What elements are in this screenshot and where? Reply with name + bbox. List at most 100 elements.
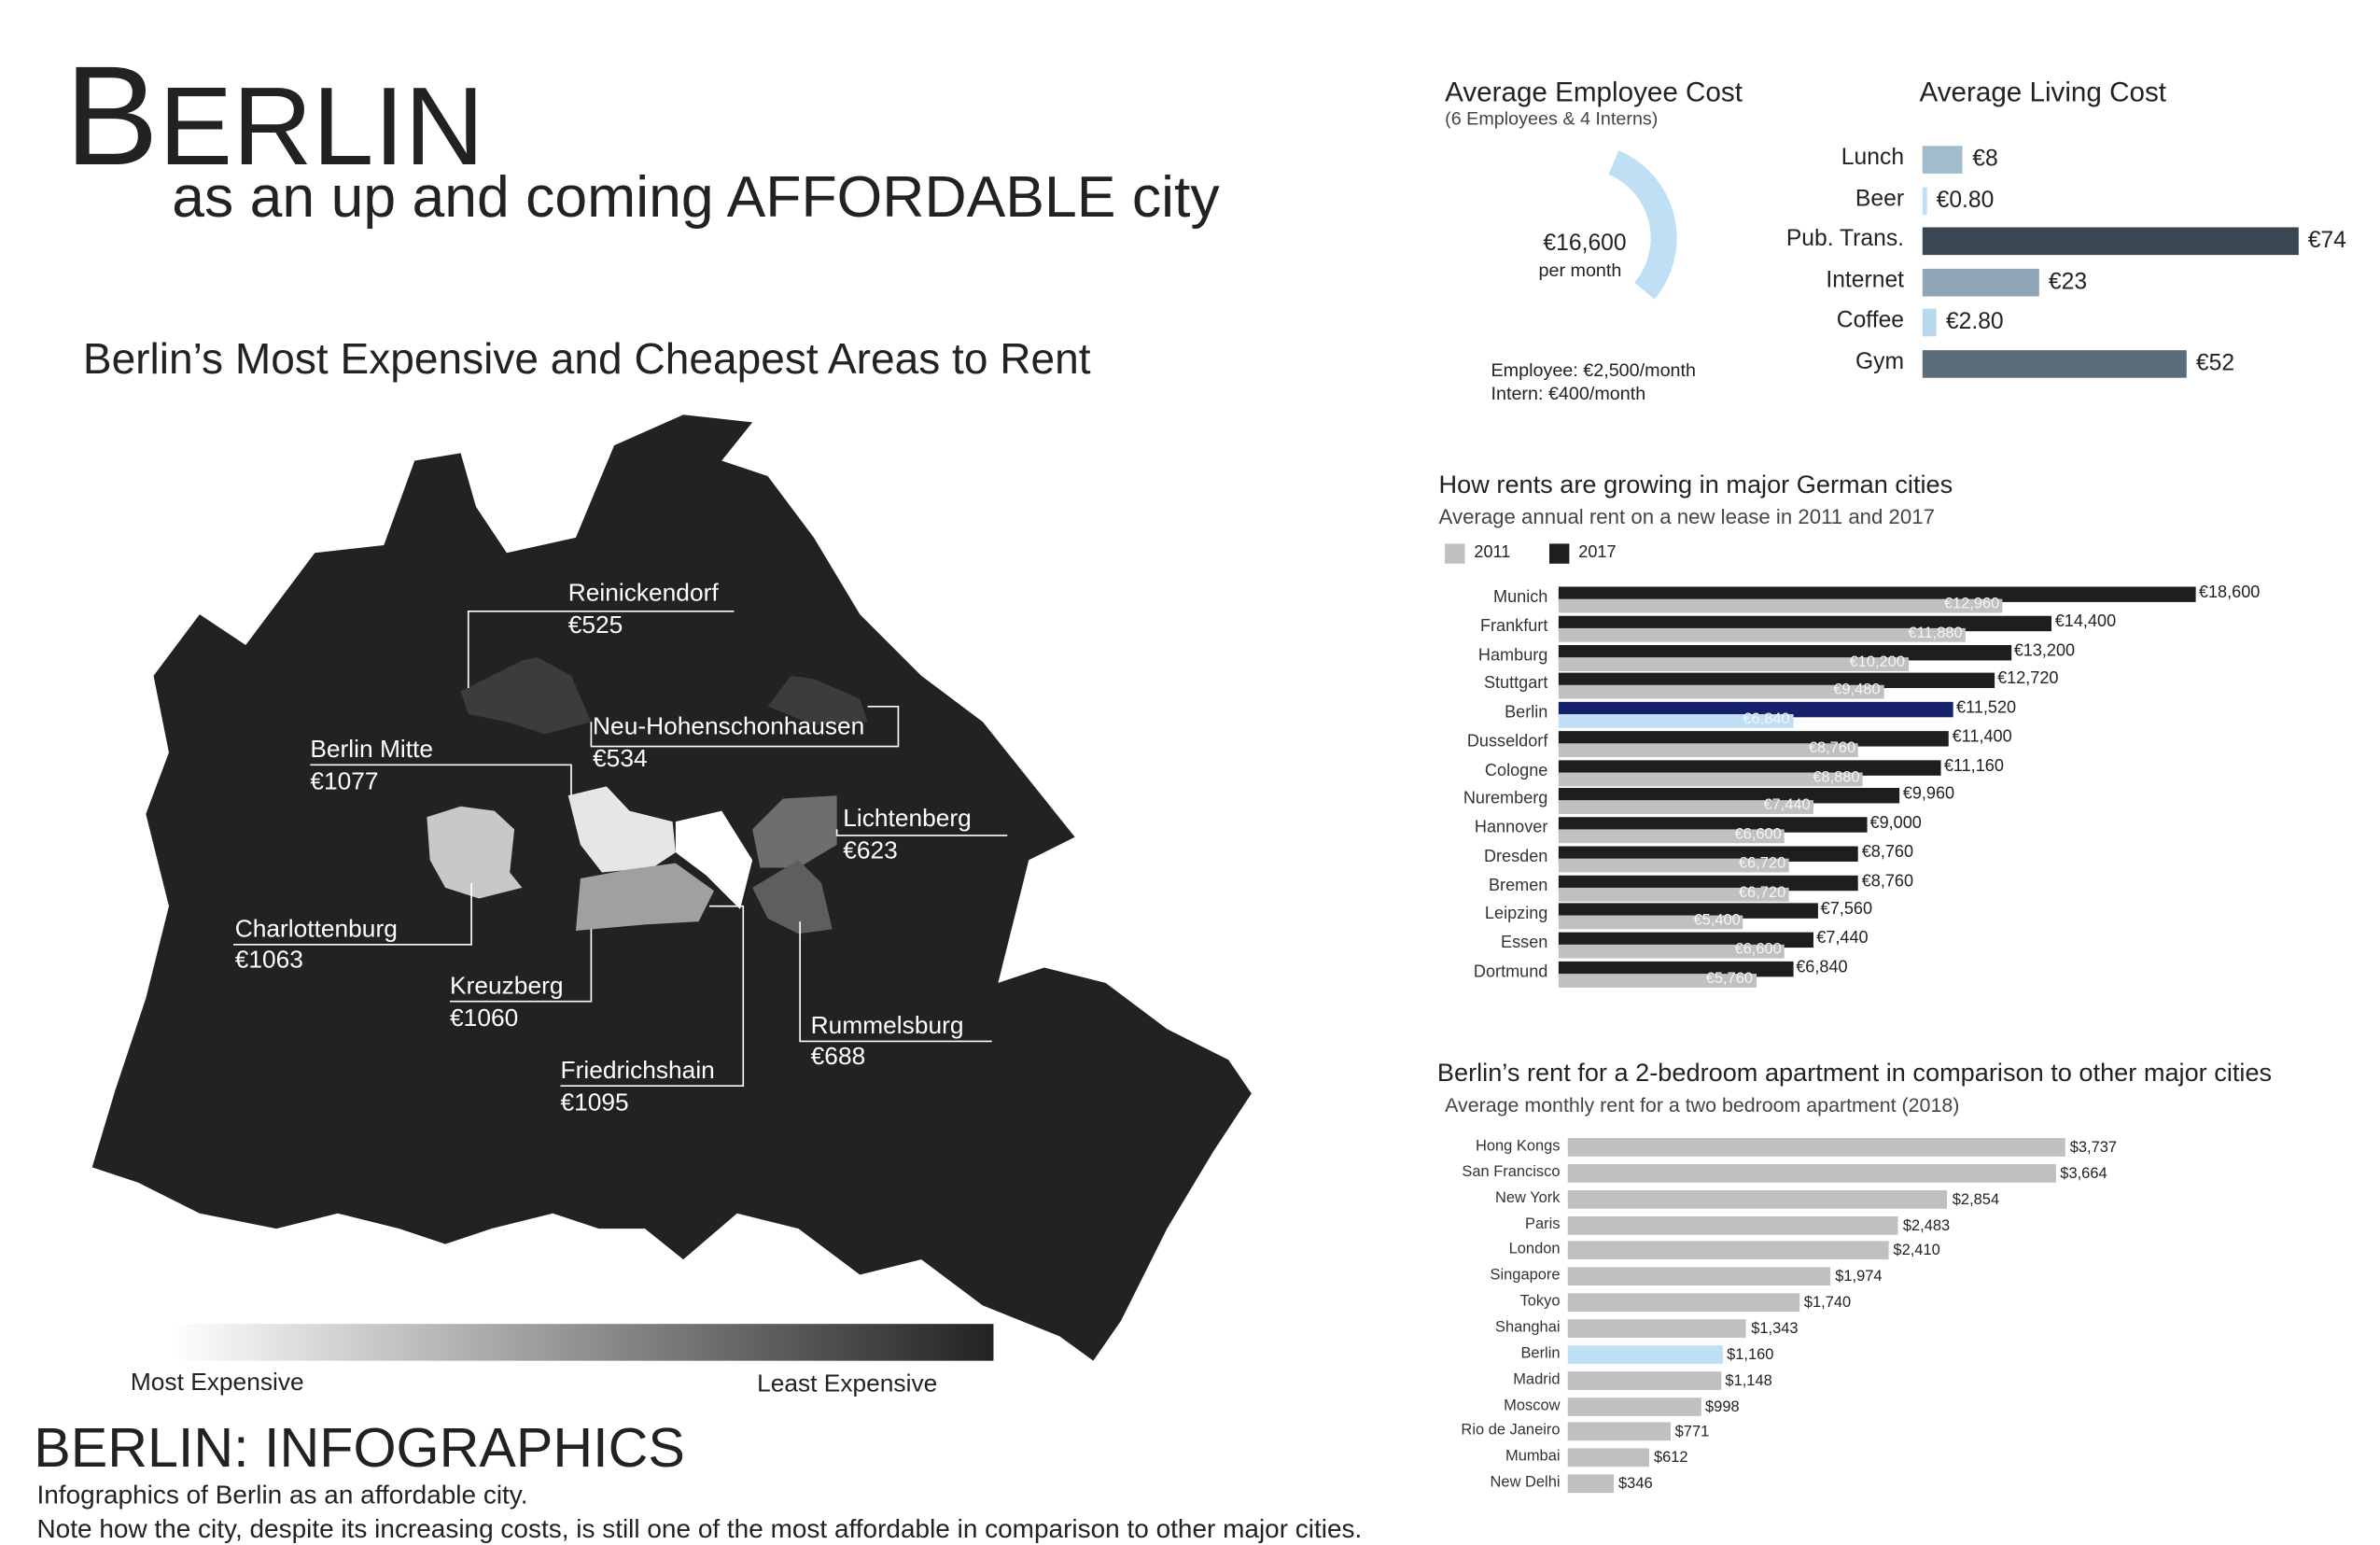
category-label: Mumbai xyxy=(1505,1448,1561,1466)
category-label: New Delhi xyxy=(1490,1474,1561,1492)
bar-2011 xyxy=(1558,742,1859,757)
price-gradient-legend xyxy=(172,1324,994,1361)
bar-2017 xyxy=(1558,932,1813,948)
value-label: $771 xyxy=(1674,1424,1710,1441)
value-label: $1,974 xyxy=(1835,1269,1883,1286)
bar xyxy=(1567,1319,1747,1338)
bar xyxy=(1567,1370,1721,1390)
value-label: $3,737 xyxy=(2069,1139,2118,1157)
category-label: Gym xyxy=(1855,348,1905,375)
district-name: Charlottenburg xyxy=(234,917,398,944)
bar-2017 xyxy=(1558,903,1818,920)
main-title: BERLIN xyxy=(64,46,484,187)
bar xyxy=(1567,1267,1831,1286)
value-label: $1,343 xyxy=(1751,1320,1799,1338)
value-label-2017: €8,760 xyxy=(1861,871,1914,891)
value-label: €52 xyxy=(2195,350,2235,377)
category-label: Dresden xyxy=(1483,847,1548,866)
bar-2011 xyxy=(1558,944,1785,959)
value-label-2017: €7,560 xyxy=(1820,900,1873,920)
two-bed-subtitle: Average monthly rent for a two bedroom a… xyxy=(1445,1093,1960,1117)
value-label-2011: €6,600 xyxy=(1734,941,1782,959)
category-label: Hong Kongs xyxy=(1475,1138,1561,1156)
bar-2011 xyxy=(1558,714,1793,728)
berlin-map xyxy=(91,414,1252,1361)
value-label-2011: €7,440 xyxy=(1763,797,1811,815)
title-rest: ERLIN xyxy=(159,65,484,190)
value-label-2011: €6,840 xyxy=(1743,710,1790,728)
value-label-2017: €11,520 xyxy=(1956,698,2017,718)
district-name: Kreuzberg xyxy=(450,974,564,1001)
value-label-2011: €12,960 xyxy=(1943,596,2000,613)
bar-2017 xyxy=(1558,701,1953,718)
category-label: Berlin xyxy=(1520,1344,1561,1362)
value-label-2011: €6,720 xyxy=(1738,883,1786,901)
value-label: $612 xyxy=(1653,1450,1688,1468)
bar xyxy=(1567,1189,1948,1209)
employee-per-month: per month xyxy=(1538,260,1622,282)
category-label: Madrid xyxy=(1513,1370,1561,1388)
leader-lines xyxy=(233,610,1008,1087)
category-label: London xyxy=(1508,1241,1561,1259)
value-label-2017: €9,960 xyxy=(1902,785,1955,804)
bar xyxy=(1567,1138,2065,1157)
district-rent: €688 xyxy=(810,1044,866,1071)
value-label: €74 xyxy=(2307,227,2346,254)
district-rent: €623 xyxy=(843,838,898,865)
district-name: Rummelsburg xyxy=(810,1013,964,1040)
footer-line-1: Infographics of Berlin as an affordable … xyxy=(36,1480,528,1510)
category-label: Paris xyxy=(1525,1215,1561,1233)
employee-salary: Employee: €2,500/month xyxy=(1491,358,1696,382)
category-label: Nuremberg xyxy=(1463,790,1548,808)
district-neu-hohenschonhausen xyxy=(767,675,868,725)
district-name: Neu-Hohenschonhausen xyxy=(593,714,865,740)
bar-2011 xyxy=(1558,887,1789,901)
bar xyxy=(1567,1423,1671,1441)
bar-2011 xyxy=(1558,829,1785,844)
value-label: $1,148 xyxy=(1725,1372,1772,1390)
bar-2011 xyxy=(1558,800,1813,815)
category-label: Bremen xyxy=(1488,876,1548,895)
legend-most-expensive: Most Expensive xyxy=(130,1369,304,1397)
value-label: €2.80 xyxy=(1945,309,2004,336)
district-charlottenburg xyxy=(427,806,523,899)
district-name: Reinickendorf xyxy=(567,580,719,607)
district-name: Berlin Mitte xyxy=(310,737,433,764)
bar-2017 xyxy=(1558,644,2011,660)
district-rent: €525 xyxy=(567,612,623,639)
employee-cost-title: Average Employee Cost xyxy=(1445,77,1743,108)
german-rents-subtitle: Average annual rent on a new lease in 20… xyxy=(1438,505,1935,528)
category-label: Shanghai xyxy=(1494,1319,1561,1337)
bar xyxy=(1922,268,2040,297)
category-label: Cologne xyxy=(1484,761,1548,780)
value-label: $2,483 xyxy=(1902,1216,1951,1234)
value-label-2017: €13,200 xyxy=(2013,640,2076,660)
legend-label-2017: 2017 xyxy=(1578,543,1617,563)
value-label: $3,664 xyxy=(2060,1165,2107,1183)
category-label: Stuttgart xyxy=(1483,674,1548,694)
category-label: Beer xyxy=(1855,185,1905,212)
bar-2017 xyxy=(1558,788,1900,804)
value-label-2011: €6,600 xyxy=(1734,826,1782,844)
legend-swatch-2017 xyxy=(1549,543,1570,564)
intern-salary: Intern: €400/month xyxy=(1491,382,1646,404)
legend-label-2011: 2011 xyxy=(1474,543,1511,563)
bar xyxy=(1922,309,1938,337)
value-label-2017: €18,600 xyxy=(2198,583,2261,602)
category-label: Frankfurt xyxy=(1479,616,1548,636)
bar xyxy=(1567,1293,1799,1313)
category-label: Dortmund xyxy=(1473,962,1548,981)
legend-least-expensive: Least Expensive xyxy=(757,1371,938,1398)
value-label-2017: €6,840 xyxy=(1796,958,1848,976)
bar-2017 xyxy=(1558,673,1995,689)
district-reinickendorf xyxy=(460,657,592,735)
bar-2011 xyxy=(1558,627,1966,642)
employee-cost-subtitle: (6 Employees & 4 Interns) xyxy=(1445,107,1659,130)
bar-2011 xyxy=(1558,685,1883,699)
value-label: $998 xyxy=(1705,1398,1740,1416)
bar-2011 xyxy=(1558,973,1757,988)
category-label: San Francisco xyxy=(1462,1163,1561,1181)
district-name: Lichtenberg xyxy=(843,806,972,833)
district-name: Friedrichshain xyxy=(560,1058,715,1085)
